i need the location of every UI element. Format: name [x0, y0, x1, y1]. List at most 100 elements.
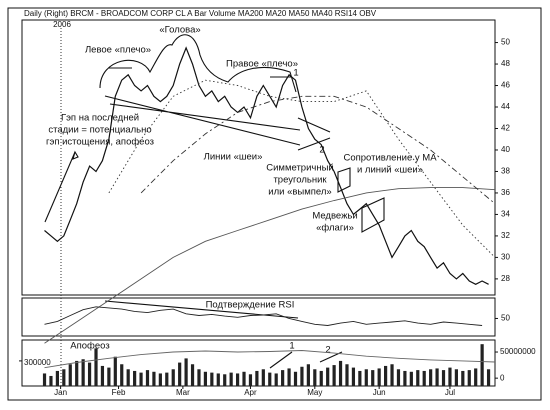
volume-bar [383, 365, 388, 386]
volume-bar [293, 371, 298, 386]
x-tick-label: Jun [373, 388, 386, 397]
price-line [44, 46, 489, 285]
annotation: «Голова» [159, 25, 200, 36]
volume-bar [113, 356, 117, 386]
annotation: 2 [319, 145, 324, 156]
y-tick-label: 40 [501, 145, 510, 154]
volume-bar [87, 362, 92, 386]
volume-bar [248, 374, 253, 386]
x-tick-label: May [307, 388, 322, 397]
gap-arrowhead [72, 150, 79, 160]
volume-bar [210, 372, 214, 386]
volume-panel [21, 339, 496, 387]
volume-bar [139, 372, 143, 386]
volume-bar [396, 369, 401, 386]
x-tick-label: Mar [176, 388, 190, 397]
volume-bar [107, 367, 111, 386]
y2-tick-label: 0 [500, 373, 505, 382]
y-tick-label: 36 [501, 188, 510, 197]
volume-bar [429, 369, 433, 386]
volume-bar [371, 370, 375, 386]
volume-bar [223, 374, 227, 386]
volume-bar [268, 372, 272, 386]
volume-bar [358, 370, 362, 386]
annotation: Подтверждение RSI [206, 300, 295, 311]
volume-bar [242, 371, 246, 386]
volume-bar [274, 373, 278, 386]
annotation: или «вымпел» [268, 187, 331, 198]
annotation: Правое «плечо» [226, 59, 298, 70]
volume-bar [474, 368, 478, 386]
volume-bar [441, 370, 446, 386]
volume-bar [486, 369, 491, 386]
volume-bar [94, 348, 98, 386]
annotation: Левое «плечо» [85, 45, 151, 56]
y-tick-label: 48 [501, 59, 510, 68]
volume-bar [409, 371, 413, 386]
x-tick-label: Feb [112, 388, 126, 397]
volume-bar [229, 372, 233, 386]
volume-bar [68, 364, 72, 386]
volume-bar [287, 368, 291, 386]
volume-bar [364, 369, 368, 386]
volume-bar [126, 369, 130, 386]
volume-bar [422, 370, 426, 386]
triangle [297, 117, 331, 151]
neckline [104, 95, 301, 146]
annotation: Линии «шеи» [204, 152, 263, 163]
volume-bar [448, 367, 452, 386]
volume-bar [62, 369, 66, 386]
annotation: 2 [325, 345, 330, 356]
volume-bar [133, 370, 137, 386]
volume-bar [120, 364, 124, 386]
rsi-panel [21, 297, 496, 337]
volume-bar [165, 372, 169, 386]
annotation: треугольник [273, 175, 327, 186]
moving-average [108, 79, 496, 258]
y-tick-label: 30 [501, 253, 510, 262]
annotation: Сопротивление у МА [343, 153, 437, 164]
y-tick-label: 38 [501, 167, 510, 176]
volume-bar [300, 366, 304, 386]
header: Daily (Right) BRCM - BROADCOM CORP CL A … [24, 9, 377, 18]
y-tick-label: 42 [501, 124, 510, 133]
volume-bar [306, 364, 310, 386]
annotation: «флаги» [316, 223, 354, 234]
annotation: Медвежьи [312, 211, 357, 222]
annotation: 1 [293, 68, 298, 79]
volume-bar [319, 370, 323, 386]
moving-average [44, 187, 496, 344]
annotation: гэп истощения, апофеоз [46, 137, 154, 148]
bear-flags [337, 167, 385, 233]
volume-bar [171, 369, 175, 386]
rsi-line [44, 306, 483, 326]
volume-bar [184, 358, 188, 386]
volume-bar [480, 344, 484, 386]
volume-bar [467, 370, 471, 386]
volume-bar [235, 373, 240, 386]
volume-bar [313, 369, 317, 386]
volume-bar [100, 365, 105, 386]
y-tick-label: 28 [501, 274, 510, 283]
volume-bar [255, 370, 259, 386]
x-tick-label: Jan [54, 388, 67, 397]
y-tick-label: 44 [501, 102, 510, 111]
obv-line [44, 350, 496, 369]
volume-bar [345, 364, 349, 386]
volume-bar [416, 370, 420, 386]
volume-bar [55, 370, 59, 386]
volume-bar [197, 369, 201, 386]
volume-arrows [269, 351, 343, 369]
moving-average [140, 95, 496, 205]
volume-bar [351, 367, 356, 386]
volume-bar [42, 373, 47, 386]
volume-bar [49, 375, 53, 386]
outer-border [7, 7, 542, 401]
price-panel [21, 19, 496, 296]
year-label: 2006 [53, 20, 71, 29]
volume-bar [377, 368, 381, 386]
volume-bar [203, 371, 208, 386]
volume-bar [332, 365, 336, 386]
volume-bar [145, 370, 150, 386]
